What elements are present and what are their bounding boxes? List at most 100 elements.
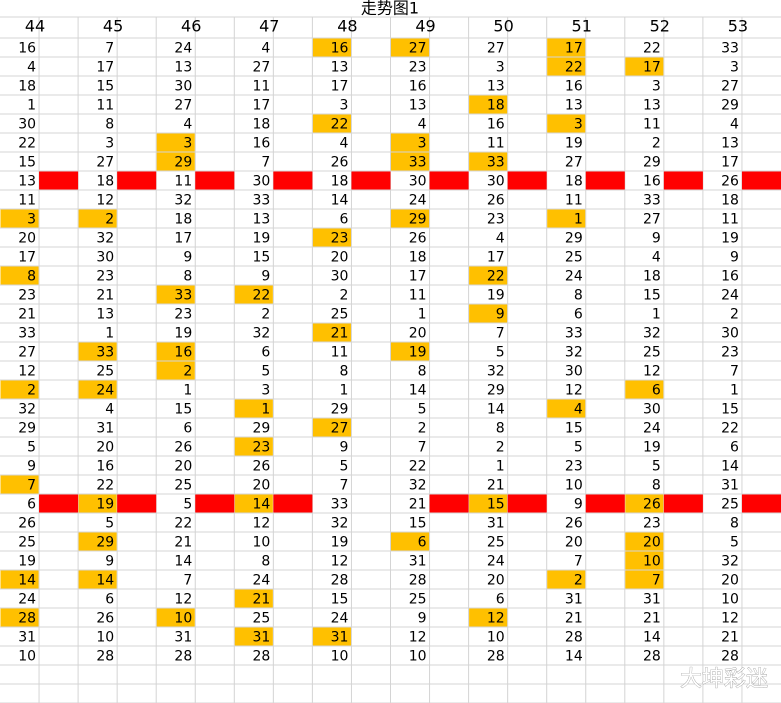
cell-value: 13	[487, 79, 505, 95]
cell-value: 24	[487, 554, 505, 570]
cell-value: 9	[730, 250, 739, 266]
cell-value: 1	[730, 383, 739, 399]
highlight-cell	[156, 285, 195, 304]
cell-value: 19	[643, 440, 661, 456]
cell-value: 4	[340, 136, 349, 152]
highlight-cell	[0, 570, 39, 589]
cell-value: 32	[18, 402, 36, 418]
highlight-cell	[234, 437, 273, 456]
cell-value: 22	[96, 478, 114, 494]
cell-value: 28	[96, 649, 114, 665]
cell-value: 14	[18, 573, 36, 589]
cell-value: 29	[487, 383, 505, 399]
cell-value: 22	[487, 269, 505, 285]
cell-value: 2	[418, 421, 427, 437]
cell-value: 27	[253, 60, 271, 76]
cell-value: 19	[565, 136, 583, 152]
cell-value: 25	[721, 497, 739, 513]
red-bar	[585, 171, 625, 190]
cell-value: 21	[565, 611, 583, 627]
cell-value: 31	[565, 592, 583, 608]
highlight-cell	[312, 323, 351, 342]
cell-value: 29	[565, 231, 583, 247]
highlight-cell	[234, 627, 273, 646]
highlight-cell	[156, 342, 195, 361]
cell-value: 33	[331, 497, 349, 513]
highlight-cell	[625, 551, 664, 570]
highlight-cell	[312, 228, 351, 247]
red-bar	[195, 494, 235, 513]
cell-value: 3	[27, 212, 36, 228]
red-bar	[429, 171, 469, 190]
cell-value: 9	[261, 269, 270, 285]
cell-value: 12	[721, 611, 739, 627]
cell-value: 2	[261, 307, 270, 323]
cell-value: 21	[721, 630, 739, 646]
cell-value: 18	[565, 174, 583, 190]
cell-value: 31	[18, 630, 36, 646]
cell-value: 20	[409, 326, 427, 342]
column-header: 53	[728, 17, 748, 36]
cell-value: 11	[96, 98, 114, 114]
cell-value: 10	[721, 592, 739, 608]
cell-value: 32	[409, 478, 427, 494]
cell-value: 28	[487, 649, 505, 665]
highlight-cell	[625, 570, 664, 589]
cell-value: 21	[643, 611, 661, 627]
cell-value: 5	[105, 516, 114, 532]
cell-value: 15	[721, 402, 739, 418]
cell-value: 26	[721, 174, 739, 190]
cell-value: 15	[487, 497, 505, 513]
cell-value: 2	[496, 440, 505, 456]
cell-value: 17	[643, 60, 661, 76]
cell-value: 26	[253, 459, 271, 475]
cell-value: 33	[174, 288, 192, 304]
cell-value: 14	[565, 649, 583, 665]
red-bar	[117, 494, 157, 513]
red-bar	[273, 494, 313, 513]
cell-value: 20	[96, 440, 114, 456]
cell-value: 29	[253, 421, 271, 437]
cell-value: 4	[105, 402, 114, 418]
cell-value: 26	[409, 231, 427, 247]
cell-value: 18	[174, 212, 192, 228]
cell-value: 10	[487, 630, 505, 646]
column-header: 47	[259, 17, 279, 36]
cell-value: 5	[652, 459, 661, 475]
cell-value: 13	[331, 60, 349, 76]
cell-value: 19	[18, 554, 36, 570]
cell-value: 28	[253, 649, 271, 665]
cell-value: 9	[574, 497, 583, 513]
cell-value: 7	[27, 478, 36, 494]
cell-value: 24	[721, 288, 739, 304]
cell-value: 25	[253, 611, 271, 627]
highlight-cell	[391, 532, 430, 551]
cell-value: 16	[253, 136, 271, 152]
cell-value: 29	[643, 155, 661, 171]
highlight-cell	[0, 209, 39, 228]
cell-value: 22	[643, 41, 661, 57]
cell-value: 9	[27, 459, 36, 475]
cell-value: 24	[96, 383, 114, 399]
highlight-cell	[547, 570, 586, 589]
cell-value: 1	[496, 459, 505, 475]
cell-value: 26	[487, 193, 505, 209]
cell-value: 33	[18, 326, 36, 342]
cell-value: 32	[565, 345, 583, 361]
cell-value: 17	[565, 41, 583, 57]
cell-value: 19	[253, 231, 271, 247]
highlight-cell	[547, 114, 586, 133]
highlight-cell	[78, 532, 117, 551]
cell-value: 14	[487, 402, 505, 418]
cell-value: 24	[174, 41, 192, 57]
cell-value: 25	[565, 250, 583, 266]
cell-value: 20	[487, 573, 505, 589]
cell-value: 6	[105, 592, 114, 608]
cell-value: 7	[574, 554, 583, 570]
column-header: 48	[337, 17, 357, 36]
cell-value: 2	[730, 307, 739, 323]
cell-value: 21	[18, 307, 36, 323]
highlight-cell	[0, 266, 39, 285]
red-bar	[351, 171, 391, 190]
cell-value: 31	[174, 630, 192, 646]
